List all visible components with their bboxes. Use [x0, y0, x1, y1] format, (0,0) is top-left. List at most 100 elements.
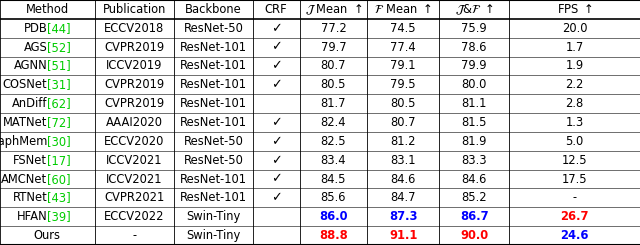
Text: 26.7: 26.7 [561, 210, 589, 223]
Text: 1.9: 1.9 [566, 60, 584, 73]
Text: 87.3: 87.3 [389, 210, 417, 223]
Text: PDB: PDB [24, 22, 47, 35]
Text: FPS $\uparrow$: FPS $\uparrow$ [557, 3, 593, 16]
Text: CVPR2021: CVPR2021 [104, 191, 164, 204]
Text: 74.5: 74.5 [390, 22, 416, 35]
Text: 85.2: 85.2 [461, 191, 487, 204]
Text: ICCV2021: ICCV2021 [106, 154, 163, 167]
Text: [62]: [62] [47, 97, 71, 110]
Text: 88.8: 88.8 [319, 229, 348, 242]
Text: 79.9: 79.9 [461, 60, 487, 73]
Text: Swin-Tiny: Swin-Tiny [186, 210, 241, 223]
Text: 20.0: 20.0 [562, 22, 588, 35]
Text: 84.6: 84.6 [390, 172, 416, 185]
Text: 81.2: 81.2 [390, 135, 416, 148]
Text: 12.5: 12.5 [562, 154, 588, 167]
Text: 1.3: 1.3 [566, 116, 584, 129]
Text: ✓: ✓ [271, 22, 282, 35]
Text: 77.2: 77.2 [321, 22, 346, 35]
Text: AGNN: AGNN [13, 60, 47, 73]
Text: [39]: [39] [47, 210, 71, 223]
Text: 80.0: 80.0 [461, 78, 487, 91]
Text: ResNet-50: ResNet-50 [184, 154, 243, 167]
Text: 84.5: 84.5 [321, 172, 346, 185]
Text: 80.7: 80.7 [390, 116, 416, 129]
Text: AnDiff: AnDiff [12, 97, 47, 110]
Text: ECCV2022: ECCV2022 [104, 210, 164, 223]
Text: ResNet-101: ResNet-101 [180, 97, 247, 110]
Text: ResNet-101: ResNet-101 [180, 78, 247, 91]
Text: Ours: Ours [34, 229, 61, 242]
Text: 81.5: 81.5 [461, 116, 487, 129]
Text: ✓: ✓ [271, 172, 282, 185]
Text: ✓: ✓ [271, 78, 282, 91]
Text: [52]: [52] [47, 41, 71, 54]
Text: Backbone: Backbone [185, 3, 242, 16]
Text: 85.6: 85.6 [321, 191, 346, 204]
Text: 83.4: 83.4 [321, 154, 346, 167]
Text: ✓: ✓ [271, 135, 282, 148]
Text: 78.6: 78.6 [461, 41, 487, 54]
Text: 80.5: 80.5 [321, 78, 346, 91]
Text: $\mathcal{F}$ Mean $\uparrow$: $\mathcal{F}$ Mean $\uparrow$ [374, 3, 432, 16]
Text: -: - [573, 191, 577, 204]
Text: HFAN: HFAN [17, 210, 47, 223]
Text: 79.1: 79.1 [390, 60, 416, 73]
Text: COSNet: COSNet [3, 78, 47, 91]
Text: ResNet-50: ResNet-50 [184, 135, 243, 148]
Text: ✓: ✓ [271, 154, 282, 167]
Text: 2.2: 2.2 [566, 78, 584, 91]
Text: 1.7: 1.7 [566, 41, 584, 54]
Text: AAAI2020: AAAI2020 [106, 116, 163, 129]
Text: ICCV2019: ICCV2019 [106, 60, 163, 73]
Text: 77.4: 77.4 [390, 41, 416, 54]
Text: 84.7: 84.7 [390, 191, 416, 204]
Text: 81.7: 81.7 [321, 97, 346, 110]
Text: CVPR2019: CVPR2019 [104, 41, 164, 54]
Text: CVPR2019: CVPR2019 [104, 97, 164, 110]
Text: [43]: [43] [47, 191, 71, 204]
Text: CVPR2019: CVPR2019 [104, 78, 164, 91]
Text: [17]: [17] [47, 154, 71, 167]
Text: $\mathcal{J}$ Mean $\uparrow$: $\mathcal{J}$ Mean $\uparrow$ [305, 2, 362, 17]
Text: [60]: [60] [47, 172, 71, 185]
Text: ICCV2021: ICCV2021 [106, 172, 163, 185]
Text: ResNet-101: ResNet-101 [180, 191, 247, 204]
Text: FSNet: FSNet [13, 154, 47, 167]
Text: 83.1: 83.1 [390, 154, 416, 167]
Text: MATNet: MATNet [3, 116, 47, 129]
Text: RTNet: RTNet [13, 191, 47, 204]
Text: 83.3: 83.3 [461, 154, 487, 167]
Text: 81.1: 81.1 [461, 97, 487, 110]
Text: [72]: [72] [47, 116, 71, 129]
Text: ResNet-101: ResNet-101 [180, 41, 247, 54]
Text: -: - [132, 229, 136, 242]
Text: ✓: ✓ [271, 191, 282, 204]
Text: 79.5: 79.5 [390, 78, 416, 91]
Text: ResNet-101: ResNet-101 [180, 60, 247, 73]
Text: 75.9: 75.9 [461, 22, 487, 35]
Text: 80.5: 80.5 [390, 97, 416, 110]
Text: GraphMem: GraphMem [0, 135, 47, 148]
Text: ECCV2020: ECCV2020 [104, 135, 164, 148]
Text: 2.8: 2.8 [566, 97, 584, 110]
Text: 81.9: 81.9 [461, 135, 487, 148]
Text: ResNet-101: ResNet-101 [180, 172, 247, 185]
Text: 17.5: 17.5 [562, 172, 588, 185]
Text: 86.0: 86.0 [319, 210, 348, 223]
Text: [44]: [44] [47, 22, 71, 35]
Text: 86.7: 86.7 [460, 210, 488, 223]
Text: 82.4: 82.4 [321, 116, 346, 129]
Text: ✓: ✓ [271, 60, 282, 73]
Text: ECCV2018: ECCV2018 [104, 22, 164, 35]
Text: AMCNet: AMCNet [1, 172, 47, 185]
Text: AGS: AGS [24, 41, 47, 54]
Text: CRF: CRF [265, 3, 287, 16]
Text: ✓: ✓ [271, 41, 282, 54]
Text: 82.5: 82.5 [321, 135, 346, 148]
Text: Publication: Publication [102, 3, 166, 16]
Text: 79.7: 79.7 [321, 41, 346, 54]
Text: [30]: [30] [47, 135, 71, 148]
Text: ✓: ✓ [271, 116, 282, 129]
Text: [31]: [31] [47, 78, 71, 91]
